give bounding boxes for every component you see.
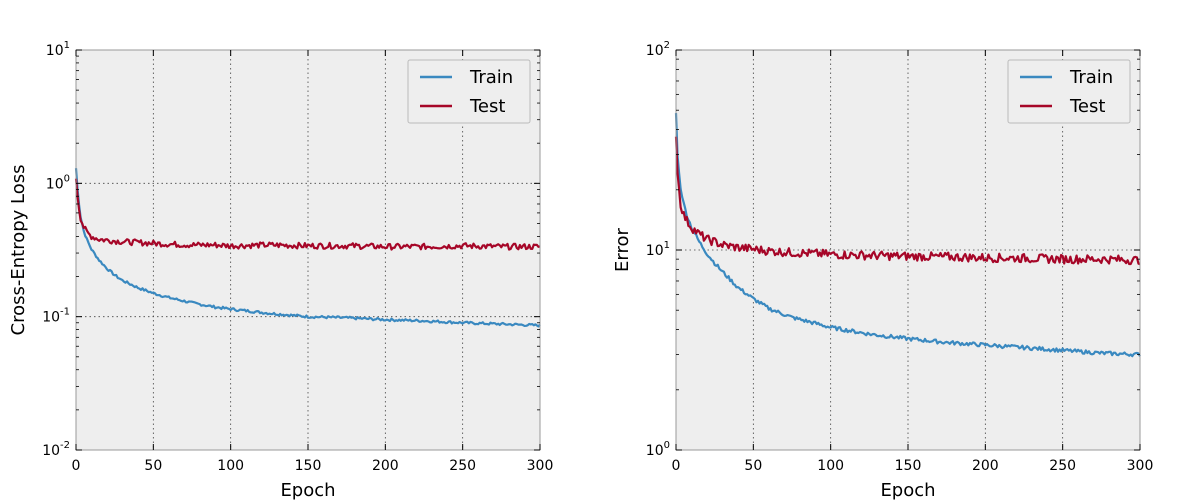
x-tick-label: 100 [817, 458, 844, 474]
y-tick-label: 100 [646, 440, 670, 459]
x-tick-label: 200 [372, 458, 399, 474]
x-tick-label: 0 [672, 458, 681, 474]
x-axis-label: Epoch [280, 480, 335, 500]
x-tick-label: 150 [295, 458, 322, 474]
x-tick-label: 250 [1049, 458, 1076, 474]
legend: Train Test [407, 59, 531, 124]
series-line-test [74, 178, 541, 251]
series-line-train [74, 168, 541, 328]
series-line-train [674, 113, 1141, 358]
y-tick-label: 100 [46, 173, 70, 192]
series-line-test [674, 136, 1141, 266]
x-tick-label: 50 [144, 458, 162, 474]
x-axis-label: Epoch [880, 480, 935, 500]
x-tick-label: 300 [527, 458, 554, 474]
y-tick-label: 102 [646, 40, 670, 59]
y-tick-label: 10-2 [42, 440, 70, 459]
y-axis-label: Cross-Entropy Loss [8, 165, 29, 336]
x-tick-label: 300 [1127, 458, 1154, 474]
legend-label-train: Train [1069, 67, 1113, 88]
x-tick-label: 200 [972, 458, 999, 474]
x-tick-label: 100 [217, 458, 244, 474]
y-tick-label: 101 [46, 40, 70, 59]
x-tick-label: 150 [895, 458, 922, 474]
legend: Train Test [1007, 59, 1131, 124]
y-tick-label: 101 [646, 240, 670, 259]
legend-label-test: Test [1069, 96, 1105, 117]
chart-panel-1: 0 50 100 150 200 250 300 101 100 10-1 10-2 Epoch Cro… [8, 40, 553, 500]
x-tick-label: 0 [72, 458, 81, 474]
y-axis-label: Error [612, 227, 633, 271]
x-tick-label: 50 [744, 458, 762, 474]
chart-panel-2: 0 50 100 150 200 250 300 102 101 100 Epoch Error Tra… [612, 40, 1153, 500]
y-tick-label: 10-1 [42, 307, 70, 326]
legend-label-test: Test [469, 96, 505, 117]
legend-label-train: Train [469, 67, 513, 88]
x-tick-label: 250 [449, 458, 476, 474]
